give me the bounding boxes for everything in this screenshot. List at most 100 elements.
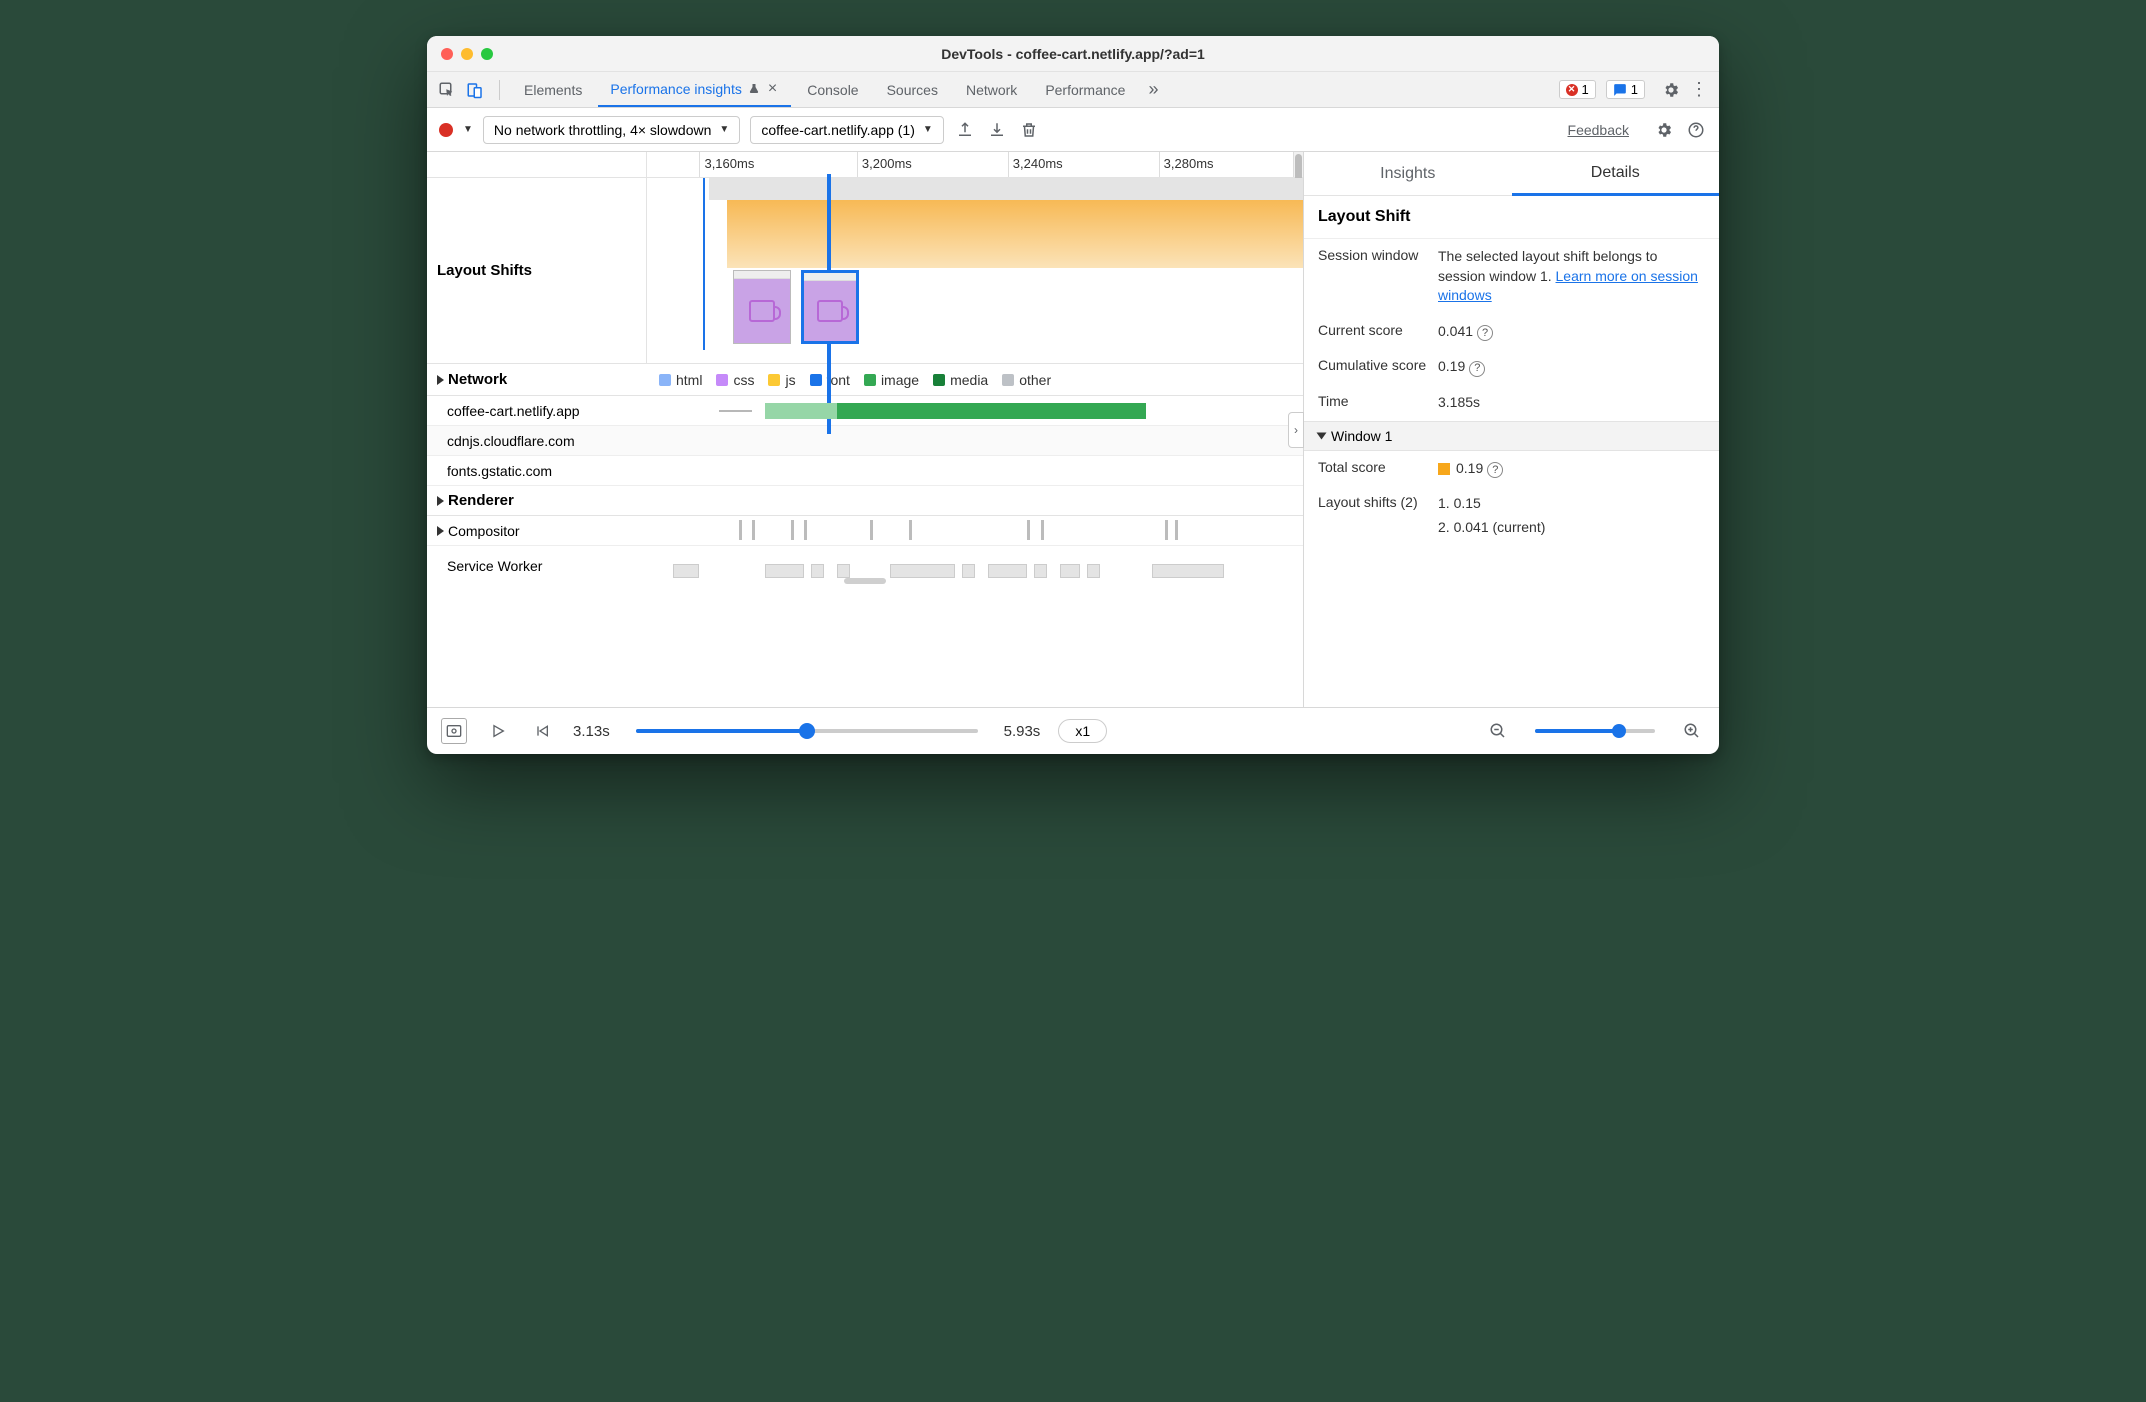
service-worker-segment[interactable] — [1060, 564, 1080, 578]
playback-end-time: 5.93s — [1004, 723, 1041, 740]
vertical-scrollbar[interactable] — [1293, 152, 1303, 177]
settings-icon[interactable] — [1659, 78, 1683, 102]
network-track — [647, 456, 1303, 485]
legend-item: js — [768, 372, 795, 388]
service-worker-row[interactable]: Service Worker — [427, 546, 1303, 586]
ruler-tick: 3,280ms — [1159, 152, 1218, 177]
zoom-in-button[interactable] — [1679, 718, 1705, 744]
service-worker-segment[interactable] — [673, 564, 699, 578]
tab-network[interactable]: Network — [954, 75, 1029, 105]
network-track — [647, 426, 1303, 455]
ruler-tick: 3,200ms — [857, 152, 916, 177]
service-worker-segment[interactable] — [962, 564, 975, 578]
inspect-element-icon[interactable] — [435, 78, 459, 102]
screenshot-toggle-button[interactable] — [441, 718, 467, 744]
tab-performance[interactable]: Performance — [1033, 75, 1137, 105]
service-worker-segment[interactable] — [811, 564, 824, 578]
zoom-slider[interactable] — [1535, 729, 1655, 733]
shift-entry[interactable]: 1. 0.15 — [1438, 494, 1705, 514]
network-legend: htmlcssjsfontimagemediaother — [647, 372, 1303, 388]
range-start-marker[interactable] — [703, 178, 705, 350]
playback-speed-select[interactable]: x1 — [1058, 719, 1107, 743]
zoom-out-button[interactable] — [1485, 718, 1511, 744]
record-button[interactable] — [439, 123, 453, 137]
messages-badge[interactable]: 1 — [1606, 80, 1645, 99]
insights-toolbar: ▼ No network throttling, 4× slowdown ▼ c… — [427, 108, 1719, 152]
kv-layout-shifts: Layout shifts (2) 1. 0.15 2. 0.041 (curr… — [1304, 486, 1719, 545]
session-window-bar — [709, 178, 1303, 200]
legend-item: other — [1002, 372, 1051, 388]
ruler-ticks[interactable]: 3,160ms3,200ms3,240ms3,280ms — [647, 152, 1303, 177]
network-label[interactable]: Network — [427, 371, 647, 388]
play-button[interactable] — [485, 718, 511, 744]
kv-cumulative-score: Cumulative score 0.19? — [1304, 349, 1719, 385]
toolbar-settings-icon[interactable] — [1653, 119, 1675, 141]
playback-slider[interactable] — [636, 729, 978, 733]
tab-sources[interactable]: Sources — [875, 75, 950, 105]
service-worker-segment[interactable] — [988, 564, 1027, 578]
more-tabs-icon[interactable]: » — [1141, 78, 1165, 102]
tab-performance-insights[interactable]: Performance insights × — [598, 73, 791, 107]
help-icon[interactable] — [1685, 119, 1707, 141]
feedback-link[interactable]: Feedback — [1568, 122, 1629, 138]
device-toggle-icon[interactable] — [463, 78, 487, 102]
help-icon[interactable]: ? — [1487, 462, 1503, 478]
network-segment[interactable] — [765, 403, 837, 419]
disclosure-triangle-icon — [437, 496, 444, 506]
tab-details[interactable]: Details — [1512, 152, 1720, 196]
shift-entry[interactable]: 2. 0.041 (current) — [1438, 518, 1705, 538]
network-segment[interactable] — [719, 410, 752, 412]
warning-swatch-icon — [1438, 463, 1450, 475]
export-icon[interactable] — [954, 119, 976, 141]
import-icon[interactable] — [986, 119, 1008, 141]
service-worker-segment[interactable] — [765, 564, 804, 578]
layout-shift-thumbnail[interactable] — [733, 270, 791, 344]
resize-handle[interactable] — [844, 578, 886, 584]
expand-details-icon[interactable]: › — [1288, 412, 1304, 448]
compositor-row[interactable]: Compositor — [427, 516, 1303, 546]
record-menu-caret[interactable]: ▼ — [463, 124, 473, 135]
service-worker-track — [647, 546, 1303, 586]
rewind-button[interactable] — [529, 718, 555, 744]
target-select[interactable]: coffee-cart.netlify.app (1) ▼ — [750, 116, 943, 144]
tab-close-icon[interactable]: × — [766, 80, 779, 98]
legend-item: html — [659, 372, 702, 388]
legend-item: css — [716, 372, 754, 388]
help-icon[interactable]: ? — [1477, 325, 1493, 341]
tab-elements[interactable]: Elements — [512, 75, 594, 105]
message-count: 1 — [1631, 82, 1638, 97]
kv-current-score: Current score 0.041? — [1304, 314, 1719, 350]
service-worker-segment[interactable] — [1152, 564, 1224, 578]
layout-shifts-canvas[interactable] — [647, 178, 1303, 363]
renderer-section-header[interactable]: Renderer — [427, 486, 1303, 516]
service-worker-segment[interactable] — [1034, 564, 1047, 578]
legend-item: image — [864, 372, 919, 388]
network-host-row[interactable]: fonts.gstatic.com — [427, 456, 1303, 486]
tab-console[interactable]: Console — [795, 75, 870, 105]
window-1-header[interactable]: Window 1 — [1304, 421, 1719, 451]
help-icon[interactable]: ? — [1469, 361, 1485, 377]
service-worker-segment[interactable] — [1087, 564, 1100, 578]
network-host-row[interactable]: cdnjs.cloudflare.com — [427, 426, 1303, 456]
compositor-track — [647, 516, 1303, 545]
kv-total-score: Total score 0.19? — [1304, 451, 1719, 487]
errors-badge[interactable]: ✕ 1 — [1559, 80, 1596, 99]
service-worker-segment[interactable] — [890, 564, 956, 578]
compositor-frame-mark — [909, 520, 912, 540]
cls-bar — [727, 200, 1303, 268]
throttling-select[interactable]: No network throttling, 4× slowdown ▼ — [483, 116, 740, 144]
kv-session-window: Session window The selected layout shift… — [1304, 239, 1719, 314]
compositor-frame-mark — [804, 520, 807, 540]
chevron-down-icon: ▼ — [719, 124, 729, 135]
tab-insights[interactable]: Insights — [1304, 152, 1512, 195]
network-host-row[interactable]: coffee-cart.netlify.app — [427, 396, 1303, 426]
service-worker-segment[interactable] — [837, 564, 850, 578]
delete-icon[interactable] — [1018, 119, 1040, 141]
panel-tabs: Elements Performance insights × Console … — [427, 72, 1719, 108]
host-label: fonts.gstatic.com — [427, 463, 647, 479]
kebab-menu-icon[interactable]: ⋮ — [1687, 78, 1711, 102]
layout-shift-thumbnail-selected[interactable] — [801, 270, 859, 344]
legend-item: media — [933, 372, 988, 388]
network-segment[interactable] — [837, 403, 1145, 419]
disclosure-triangle-down-icon — [1317, 432, 1327, 439]
